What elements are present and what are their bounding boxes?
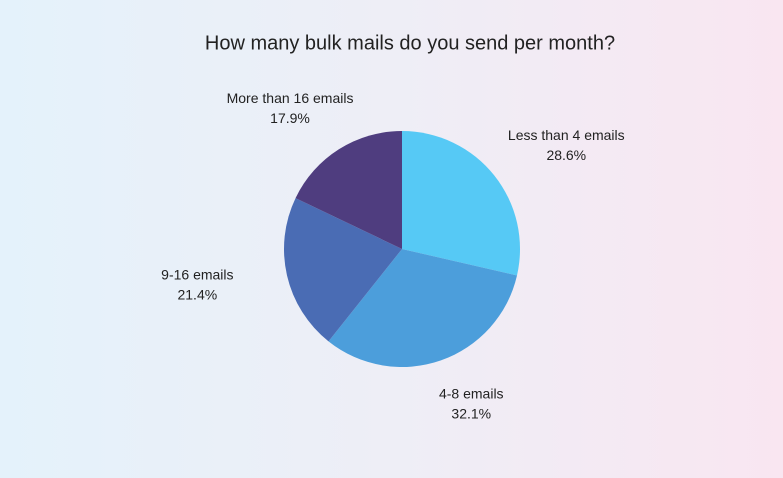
pie-slice — [283, 198, 402, 342]
slice-label: More than 16 emails — [227, 90, 354, 106]
slice-value-label: 28.6% — [546, 147, 586, 163]
slice-value-label: 21.4% — [177, 287, 217, 303]
pie-slice — [328, 249, 517, 367]
pie-slice — [402, 131, 520, 276]
pie-slice — [295, 131, 402, 249]
slice-label: 9-16 emails — [161, 267, 233, 283]
slice-value-label: 17.9% — [270, 110, 310, 126]
slice-value-label: 32.1% — [451, 405, 491, 421]
slice-label: Less than 4 emails — [508, 127, 625, 143]
chart-title: How many bulk mails do you send per mont… — [205, 32, 615, 54]
slice-label: 4-8 emails — [439, 385, 504, 401]
